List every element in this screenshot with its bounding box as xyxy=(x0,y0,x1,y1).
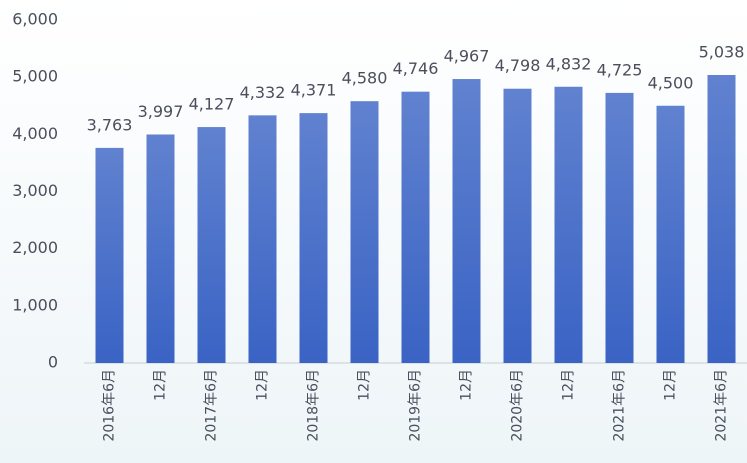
x-tick-label: 12月 xyxy=(459,369,475,401)
y-tick-label: 3,000 xyxy=(12,181,58,200)
value-label: 4,725 xyxy=(597,60,643,79)
bar xyxy=(351,101,379,363)
x-tick-label: 2020年6月 xyxy=(510,369,526,442)
y-tick-label: 4,000 xyxy=(12,124,58,143)
value-label: 4,332 xyxy=(240,83,286,102)
value-label: 4,580 xyxy=(342,69,388,88)
bar xyxy=(504,89,532,363)
bar xyxy=(300,113,328,363)
bar xyxy=(606,93,634,363)
bar xyxy=(402,92,430,363)
x-tick-label: 12月 xyxy=(153,369,169,401)
x-tick-label: 2021年6月 xyxy=(612,369,628,442)
x-tick-label: 2018年6月 xyxy=(306,369,322,442)
bar xyxy=(147,135,175,363)
value-label: 5,038 xyxy=(699,42,745,61)
bar xyxy=(453,79,481,363)
value-label: 4,798 xyxy=(495,56,541,75)
y-tick-label: 1,000 xyxy=(12,295,58,314)
bar xyxy=(555,87,583,363)
x-tick-label: 2017年6月 xyxy=(204,369,220,442)
value-label: 4,500 xyxy=(648,73,694,92)
y-tick-label: 5,000 xyxy=(12,67,58,86)
x-tick-label: 12月 xyxy=(255,369,271,401)
value-label: 4,127 xyxy=(189,95,235,114)
bar xyxy=(96,148,124,363)
bar xyxy=(249,115,277,363)
y-tick-label: 0 xyxy=(48,353,58,372)
y-tick-label: 2,000 xyxy=(12,238,58,257)
x-tick-label: 2016年6月 xyxy=(102,369,118,442)
value-label: 4,967 xyxy=(444,47,490,66)
y-tick-label: 6,000 xyxy=(12,10,58,29)
bar xyxy=(657,106,685,363)
value-label: 4,746 xyxy=(393,59,439,78)
x-tick-label: 12月 xyxy=(357,369,373,401)
x-tick-label: 2019年6月 xyxy=(408,369,424,442)
x-tick-label: 2021年6月 xyxy=(714,369,730,442)
bar xyxy=(198,127,226,363)
value-label: 4,832 xyxy=(546,54,592,73)
x-tick-label: 12月 xyxy=(663,369,679,401)
chart: 0 1,000 2,000 3,000 4,000 5,000 6,000 3,763 2016… xyxy=(0,0,747,463)
value-label: 3,997 xyxy=(138,102,184,121)
value-label: 3,763 xyxy=(87,115,133,134)
value-label: 4,371 xyxy=(291,81,337,100)
x-tick-label: 12月 xyxy=(561,369,577,401)
bar xyxy=(708,75,736,363)
